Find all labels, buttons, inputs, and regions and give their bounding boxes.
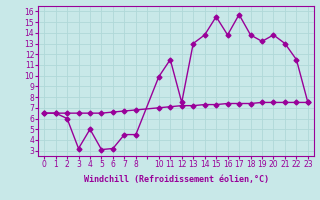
X-axis label: Windchill (Refroidissement éolien,°C): Windchill (Refroidissement éolien,°C) xyxy=(84,175,268,184)
